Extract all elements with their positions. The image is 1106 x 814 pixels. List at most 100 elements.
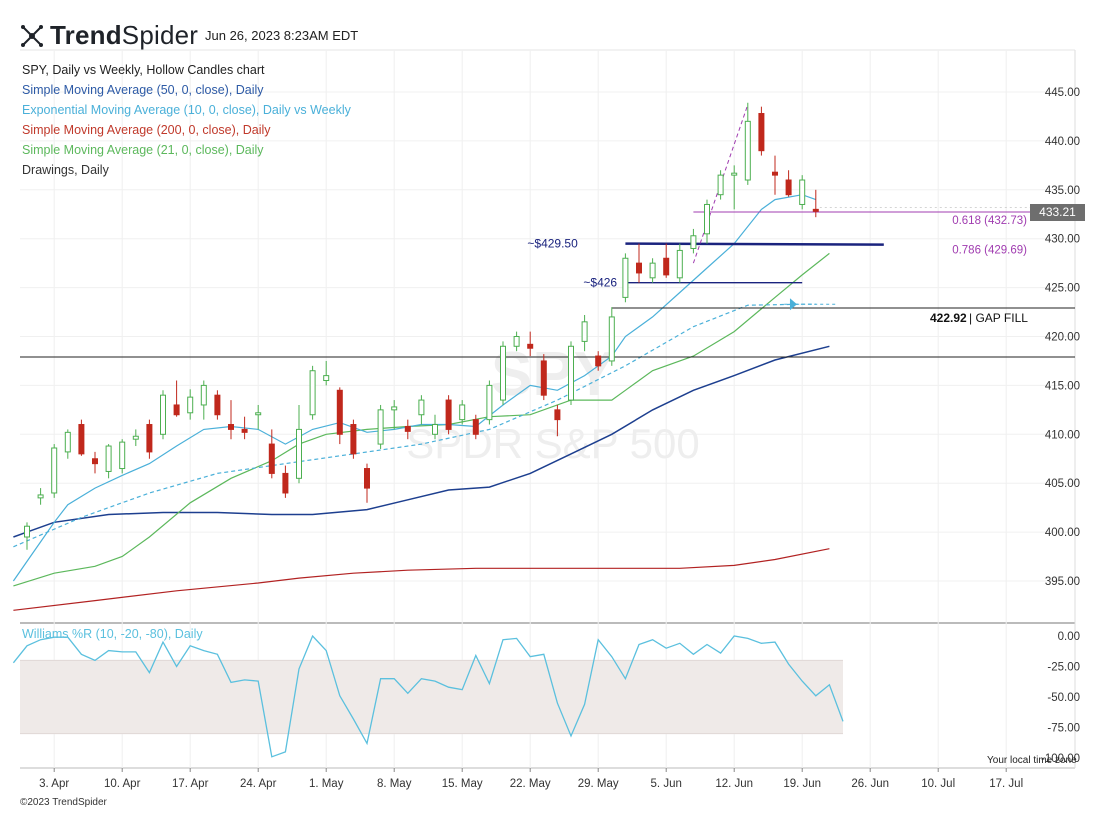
candle bbox=[391, 400, 398, 430]
x-tick-label: 17. Jul bbox=[989, 778, 1023, 790]
candle bbox=[173, 380, 180, 417]
candle-body bbox=[309, 370, 316, 416]
candle-body bbox=[540, 360, 547, 396]
candle bbox=[268, 429, 275, 479]
candle-body bbox=[812, 208, 819, 212]
candle-body bbox=[472, 419, 479, 435]
candle bbox=[500, 341, 506, 405]
legend-sma50[interactable]: Simple Moving Average (50, 0, close), Da… bbox=[22, 83, 264, 97]
willr-tick-label: 0.00 bbox=[1058, 631, 1080, 643]
candle bbox=[486, 380, 493, 425]
candle bbox=[649, 258, 656, 283]
candle-body bbox=[785, 179, 792, 196]
candle bbox=[676, 243, 683, 283]
header: TrendSpider Jun 26, 2023 8:23AM EDT bbox=[0, 0, 1106, 50]
candle-body bbox=[64, 431, 71, 453]
y-tick-label: 400.00 bbox=[1045, 527, 1080, 539]
legend-sma200[interactable]: Simple Moving Average (200, 0, close), D… bbox=[22, 123, 271, 137]
candle bbox=[772, 155, 778, 195]
candle-body bbox=[200, 384, 207, 406]
candle-body bbox=[486, 384, 493, 421]
candle bbox=[459, 400, 466, 425]
candle-body bbox=[24, 525, 30, 538]
candle bbox=[445, 395, 452, 435]
candle-body bbox=[799, 179, 806, 205]
y-tick-label: 435.00 bbox=[1045, 185, 1080, 197]
candle bbox=[799, 175, 806, 210]
candle bbox=[785, 170, 792, 197]
candle-body bbox=[255, 412, 262, 416]
candle bbox=[581, 314, 588, 352]
candle-body bbox=[676, 249, 683, 279]
candle bbox=[527, 331, 534, 357]
candle-body bbox=[214, 394, 221, 416]
candle-body bbox=[336, 389, 343, 435]
candle-body bbox=[758, 113, 765, 152]
sma21-line bbox=[13, 252, 830, 587]
candle bbox=[568, 341, 574, 405]
candle bbox=[336, 387, 343, 445]
x-tick-label: 8. May bbox=[377, 778, 412, 790]
y-tick-label: 440.00 bbox=[1045, 136, 1080, 148]
legend-sma21[interactable]: Simple Moving Average (21, 0, close), Da… bbox=[22, 143, 264, 157]
candle bbox=[296, 404, 302, 484]
candle bbox=[364, 463, 370, 503]
timezone-note[interactable]: Your local time zone bbox=[987, 755, 1077, 766]
y-tick-label: 445.00 bbox=[1045, 87, 1080, 99]
candle bbox=[119, 439, 126, 474]
candle-body bbox=[459, 404, 466, 421]
candle bbox=[309, 365, 316, 420]
candle bbox=[513, 331, 520, 352]
candle-body bbox=[527, 343, 534, 349]
sma50-line bbox=[13, 345, 830, 538]
candle-body bbox=[513, 336, 520, 347]
candle-body bbox=[744, 120, 751, 181]
candle bbox=[622, 253, 629, 303]
candle-body bbox=[500, 345, 506, 401]
brand-name: TrendSpider bbox=[50, 20, 198, 51]
candle bbox=[812, 189, 819, 218]
candle-body bbox=[445, 399, 452, 430]
legend-drawings[interactable]: Drawings, Daily bbox=[22, 163, 109, 177]
candle-body bbox=[663, 257, 670, 276]
y-tick-label: 425.00 bbox=[1045, 283, 1080, 295]
candle bbox=[132, 429, 139, 447]
candle-body bbox=[690, 235, 697, 249]
candle-body bbox=[296, 428, 302, 479]
candle-body bbox=[649, 262, 656, 279]
fib-0618-label: 0.618 (432.73) bbox=[952, 215, 1027, 227]
candle bbox=[758, 106, 765, 156]
candle bbox=[377, 404, 384, 449]
legend-ema10[interactable]: Exponential Moving Average (10, 0, close… bbox=[22, 103, 351, 117]
x-tick-label: 29. May bbox=[578, 778, 619, 790]
candle-body bbox=[119, 441, 126, 470]
candle bbox=[350, 419, 357, 459]
copyright: ©2023 TrendSpider bbox=[20, 797, 107, 808]
candle-body bbox=[772, 171, 778, 176]
candle bbox=[608, 307, 615, 366]
candle-body bbox=[228, 424, 234, 430]
candle bbox=[540, 354, 547, 401]
indicator-legend: SPY, Daily vs Weekly, Hollow Candles cha… bbox=[22, 60, 351, 180]
candle bbox=[24, 522, 30, 550]
candle bbox=[595, 351, 602, 371]
ema10-line bbox=[12, 194, 817, 582]
candle-body bbox=[37, 494, 44, 499]
candle-body bbox=[187, 396, 194, 414]
candle bbox=[282, 465, 289, 498]
level-429-50-line bbox=[625, 242, 884, 246]
x-tick-label: 24. Apr bbox=[240, 778, 277, 790]
candle-body bbox=[404, 425, 411, 432]
legend-chart-title[interactable]: SPY, Daily vs Weekly, Hollow Candles cha… bbox=[22, 63, 265, 77]
candle bbox=[323, 360, 330, 386]
candle-body bbox=[146, 424, 153, 453]
candle-body bbox=[432, 424, 438, 435]
willr-tick-label: -50.00 bbox=[1047, 692, 1080, 704]
x-tick-label: 17. Apr bbox=[172, 778, 209, 790]
y-tick-label: 410.00 bbox=[1045, 429, 1080, 441]
sma200-line bbox=[13, 548, 830, 611]
brand-regular: Spider bbox=[121, 20, 199, 50]
candle-body bbox=[377, 409, 384, 445]
watermark-symbol: SPY bbox=[491, 340, 615, 409]
